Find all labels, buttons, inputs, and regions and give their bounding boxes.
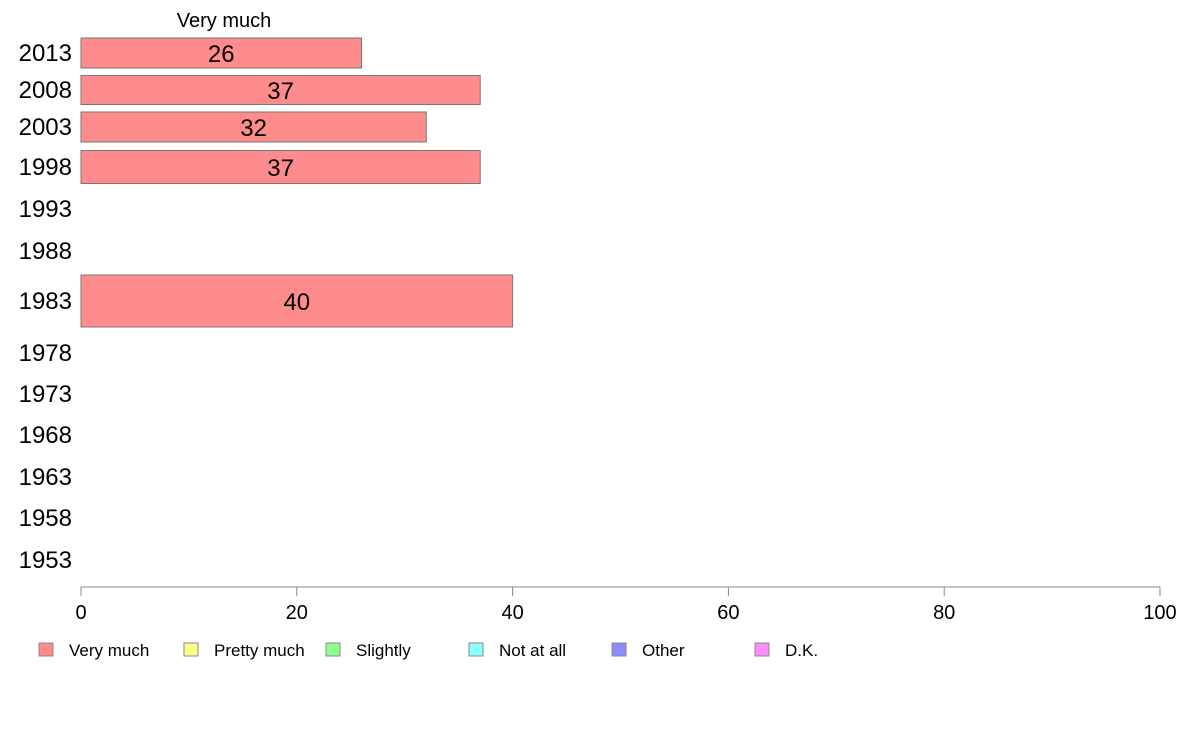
category-label: 1973 xyxy=(19,381,72,408)
bar-value-label: 40 xyxy=(283,289,310,316)
category-label: 2008 xyxy=(19,77,72,104)
bar-value-label: 37 xyxy=(267,78,294,105)
bar xyxy=(80,111,427,143)
category-label: 1968 xyxy=(19,422,72,449)
bar-value-label: 26 xyxy=(208,41,235,68)
legend-label: Pretty much xyxy=(214,641,305,660)
legend-label: Slightly xyxy=(356,641,411,660)
category-labels: 2013 2008 2003 1998 1993 1988 1983 1978 1973 1968… xyxy=(19,40,72,574)
bar-value-label: 37 xyxy=(267,155,294,182)
x-tick-label: 20 xyxy=(286,602,308,624)
legend-label: D.K. xyxy=(785,641,818,660)
category-label: 1983 xyxy=(19,288,72,315)
bar xyxy=(80,37,363,69)
category-label: 1998 xyxy=(19,154,72,181)
legend-swatch xyxy=(754,642,770,657)
x-tick-label: 40 xyxy=(501,602,523,624)
legend-swatch xyxy=(325,642,341,657)
category-label: 1993 xyxy=(19,196,72,223)
x-tick-label: 80 xyxy=(933,602,955,624)
bar xyxy=(80,75,481,105)
bar xyxy=(80,150,481,184)
category-label: 2013 xyxy=(19,40,72,67)
category-label: 2003 xyxy=(19,114,72,141)
category-label: 1953 xyxy=(19,547,72,574)
x-axis: 0 20 40 60 80 100 xyxy=(75,586,1177,624)
bar-value-label: 32 xyxy=(240,115,267,142)
x-tick-label: 0 xyxy=(75,602,86,624)
legend-swatch xyxy=(183,642,199,657)
x-tick-label: 60 xyxy=(717,602,739,624)
legend-label: Not at all xyxy=(499,641,566,660)
legend-swatch xyxy=(468,642,484,657)
legend: Very much Pretty much Slightly Not at all Ot… xyxy=(38,641,818,660)
category-label: 1988 xyxy=(19,238,72,265)
x-tick-label: 100 xyxy=(1143,602,1176,624)
column-header-layer: Very much xyxy=(177,10,271,32)
legend-label: Very much xyxy=(69,641,149,660)
legend-label: Other xyxy=(642,641,685,660)
column-header: Very much xyxy=(177,10,271,32)
legend-swatch xyxy=(611,642,627,657)
category-label: 1963 xyxy=(19,464,72,491)
category-label: 1978 xyxy=(19,340,72,367)
bar xyxy=(80,274,514,328)
bars xyxy=(80,37,514,328)
category-label: 1958 xyxy=(19,505,72,532)
legend-swatch xyxy=(38,642,54,657)
